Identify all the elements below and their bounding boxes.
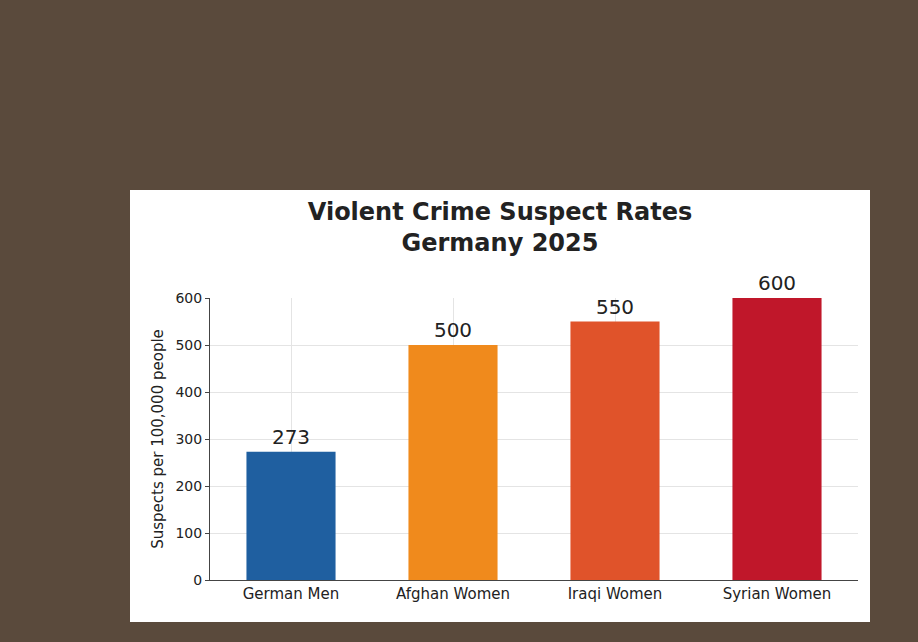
svg-text:100: 100 — [175, 525, 202, 541]
svg-text:Violent Crime Suspect RatesGer: Violent Crime Suspect RatesGermany 2025 — [308, 198, 692, 257]
svg-text:400: 400 — [175, 384, 202, 400]
svg-text:500: 500 — [434, 318, 472, 342]
svg-text:500: 500 — [175, 337, 202, 353]
svg-text:600: 600 — [175, 290, 202, 306]
svg-text:Iraqi Women: Iraqi Women — [568, 585, 663, 603]
svg-text:Afghan Women: Afghan Women — [396, 585, 510, 603]
svg-text:Suspects per 100,000 people: Suspects per 100,000 people — [149, 329, 167, 549]
svg-text:200: 200 — [175, 478, 202, 494]
svg-text:Syrian Women: Syrian Women — [723, 585, 832, 603]
svg-text:0: 0 — [193, 572, 202, 588]
svg-text:550: 550 — [596, 295, 634, 319]
svg-text:German Men: German Men — [243, 585, 340, 603]
svg-text:273: 273 — [272, 425, 310, 449]
svg-text:600: 600 — [758, 271, 796, 295]
svg-text:300: 300 — [175, 431, 202, 447]
